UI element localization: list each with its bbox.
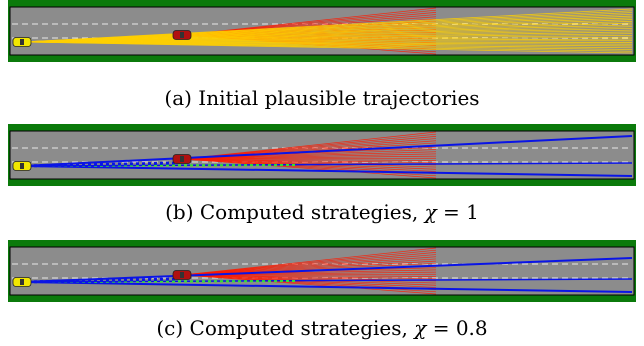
other-fan-line xyxy=(181,153,437,160)
other-fan-line xyxy=(181,133,437,160)
other-car xyxy=(172,30,192,40)
other-fan-line xyxy=(181,155,437,160)
other-fan-line xyxy=(181,146,437,160)
strategy-line-upper xyxy=(21,257,633,283)
panel-b xyxy=(8,124,636,186)
strategy-dotted-green xyxy=(21,280,299,283)
other-fan-line xyxy=(181,158,437,164)
caption-b-symbol: χ xyxy=(424,200,437,224)
caption-c-suffix: = 0.8 xyxy=(426,316,488,340)
other-fan-line xyxy=(181,247,437,276)
caption-a-prefix: (a) Initial plausible trajectories xyxy=(164,86,480,110)
other-fan-line xyxy=(181,249,437,276)
ego-car xyxy=(12,277,32,287)
strategy-dotted-blue xyxy=(21,161,179,168)
other-fan-line xyxy=(181,252,437,276)
strategy-line-lower xyxy=(21,281,633,293)
strategy-line-lower xyxy=(21,165,633,177)
other-fan-line xyxy=(181,256,437,276)
other-fan-line xyxy=(181,274,437,284)
other-fan-line xyxy=(181,149,437,160)
strategy-dotted-green xyxy=(21,164,299,167)
panel-c xyxy=(8,240,636,302)
ego-car xyxy=(12,161,32,171)
caption-b-suffix: = 1 xyxy=(436,200,479,224)
scene-a xyxy=(8,0,636,62)
other-fan-line xyxy=(181,274,437,295)
other-fan-line xyxy=(181,274,437,277)
strategy-line-upper xyxy=(21,135,633,167)
other-fan-line xyxy=(181,157,437,160)
other-fan-line xyxy=(181,131,437,160)
strategy-dotted-blue xyxy=(21,277,179,284)
caption-c-prefix: (c) Computed strategies, xyxy=(156,316,415,340)
caption-c: (c) Computed strategies, χ = 0.8 xyxy=(0,316,644,340)
scene-b xyxy=(8,124,636,186)
caption-a: (a) Initial plausible trajectories xyxy=(0,86,644,110)
other-fan-line xyxy=(181,151,437,160)
ego-fan-line xyxy=(21,41,633,54)
other-fan-line xyxy=(181,158,437,161)
scene-c xyxy=(8,240,636,302)
strategy-line-middle xyxy=(21,278,633,283)
other-fan-line xyxy=(181,260,437,276)
caption-b-prefix: (b) Computed strategies, xyxy=(165,200,425,224)
caption-c-symbol: χ xyxy=(414,316,427,340)
ego-car xyxy=(12,37,32,47)
other-car xyxy=(172,270,192,280)
other-fan-line xyxy=(181,258,437,276)
other-car xyxy=(172,154,192,164)
panel-a xyxy=(8,0,636,62)
caption-b: (b) Computed strategies, χ = 1 xyxy=(0,200,644,224)
other-fan-line xyxy=(181,158,437,179)
other-fan-line xyxy=(181,274,437,280)
other-fan-line xyxy=(181,7,437,36)
other-fan-line xyxy=(181,158,437,168)
strategy-line-middle xyxy=(21,162,633,167)
other-fan-line xyxy=(181,254,437,276)
